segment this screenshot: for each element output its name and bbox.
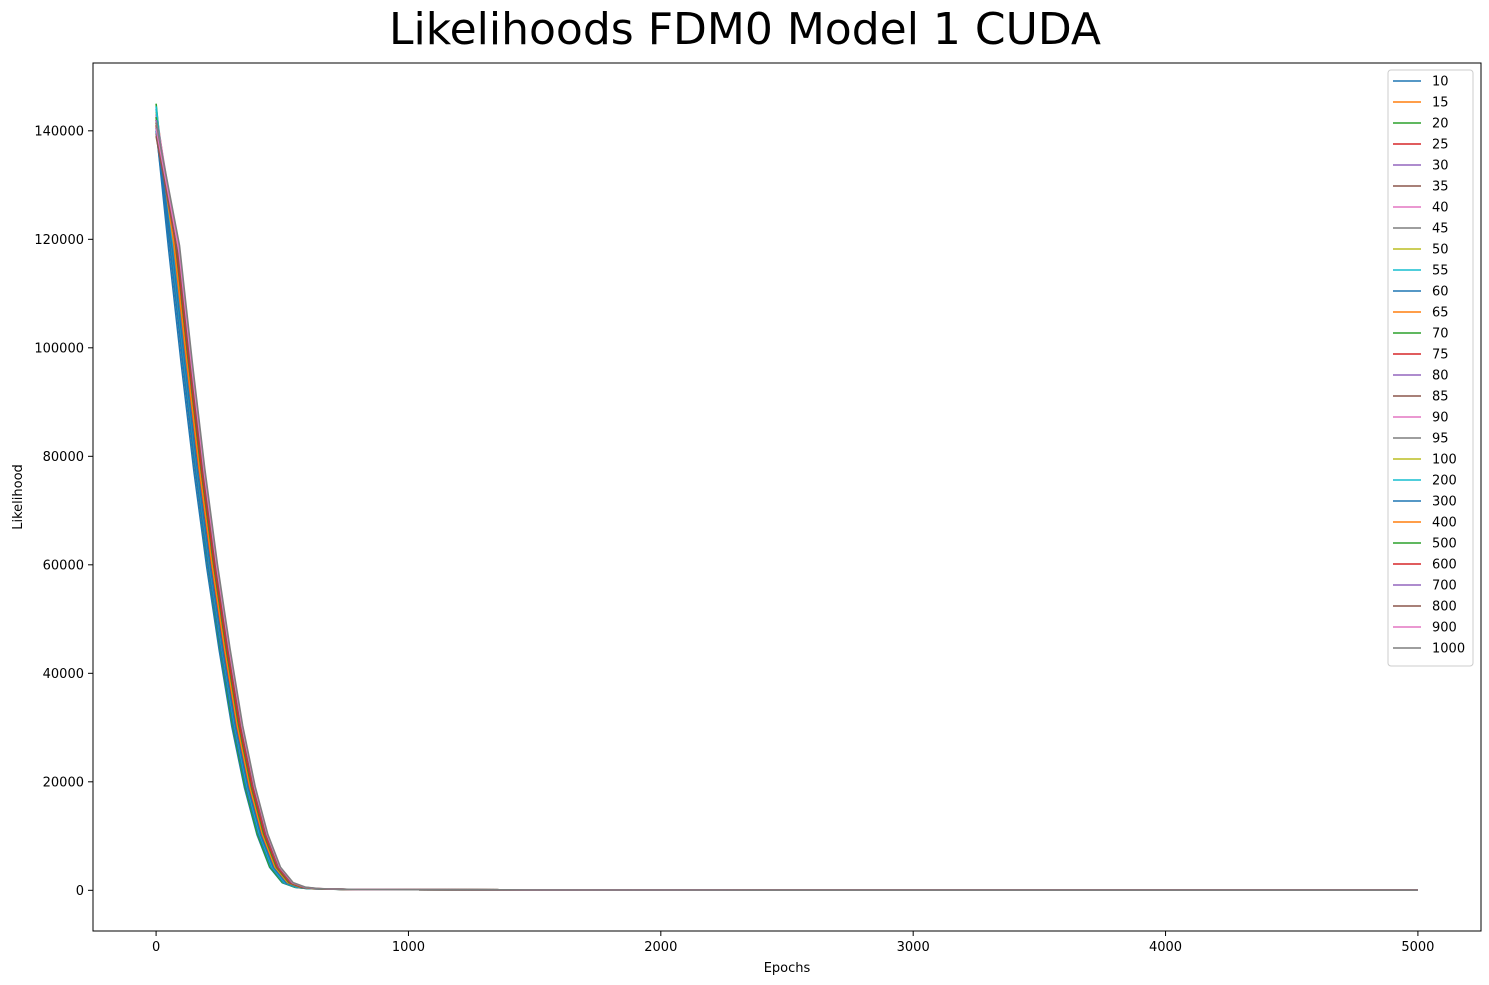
y-axis-label: Likelihood xyxy=(11,464,26,530)
legend-label: 200 xyxy=(1432,474,1457,489)
series-line-100 xyxy=(155,119,1418,892)
legend-label: 40 xyxy=(1432,201,1449,216)
series-line-800 xyxy=(155,136,1418,892)
series-line-95 xyxy=(155,125,1418,892)
legend-label: 900 xyxy=(1432,621,1457,636)
series-line-60 xyxy=(155,130,1418,892)
legend-label: 45 xyxy=(1432,222,1449,237)
x-tick-label: 3000 xyxy=(897,940,930,955)
legend-label: 25 xyxy=(1432,138,1449,153)
y-tick-label: 40000 xyxy=(43,667,84,682)
legend-label: 60 xyxy=(1432,285,1449,300)
legend-label: 10 xyxy=(1432,75,1449,90)
y-tick-label: 100000 xyxy=(34,341,84,356)
y-axis: 0 20000 40000 60000 80000 100000 120000 140000 xyxy=(34,124,93,899)
y-tick-label: 120000 xyxy=(34,233,84,248)
legend-box xyxy=(1387,69,1474,667)
series-line-700 xyxy=(155,119,1418,892)
y-tick-label: 0 xyxy=(76,884,84,899)
plot-area xyxy=(155,103,1418,892)
legend-label: 70 xyxy=(1432,327,1449,342)
series-line-30 xyxy=(155,114,1418,892)
series-line-1000 xyxy=(155,122,1418,892)
x-tick-label: 5000 xyxy=(1401,940,1434,955)
series-line-300 xyxy=(155,127,1418,892)
x-tick-label: 4000 xyxy=(1149,940,1182,955)
legend-label: 600 xyxy=(1432,558,1457,573)
series-line-35 xyxy=(155,117,1418,892)
series-line-85 xyxy=(155,133,1418,892)
series-line-25 xyxy=(155,119,1418,892)
series-line-80 xyxy=(155,117,1418,892)
legend-label: 400 xyxy=(1432,516,1457,531)
legend-label: 55 xyxy=(1432,264,1449,279)
series-line-200 xyxy=(155,109,1418,892)
series-line-50 xyxy=(155,111,1418,892)
x-tick-label: 2000 xyxy=(644,940,677,955)
legend: 10 15 20 25 30 35 40 45 50 55 60 65 70 75 80 85 90 95 100 2… xyxy=(1387,69,1474,667)
y-tick-label: 60000 xyxy=(43,558,84,573)
plot-frame xyxy=(92,62,1482,932)
legend-label: 800 xyxy=(1432,600,1457,615)
legend-label: 700 xyxy=(1432,579,1457,594)
y-tick-label: 140000 xyxy=(34,124,84,139)
legend-label: 75 xyxy=(1432,348,1449,363)
x-tick-label: 1000 xyxy=(392,940,425,955)
series-line-65 xyxy=(155,119,1418,892)
x-axis: 0 1000 2000 3000 4000 5000 xyxy=(152,931,1434,955)
legend-label: 80 xyxy=(1432,369,1449,384)
series-line-70 xyxy=(155,114,1418,892)
series-line-10 xyxy=(155,128,1418,892)
legend-label: 30 xyxy=(1432,159,1449,174)
series-line-40 xyxy=(155,108,1418,892)
legend-label: 95 xyxy=(1432,432,1449,447)
legend-label: 85 xyxy=(1432,390,1449,405)
series-line-75 xyxy=(155,122,1418,892)
legend-label: 300 xyxy=(1432,495,1457,510)
series-line-90 xyxy=(155,114,1418,892)
series-line-500 xyxy=(155,117,1418,892)
series-line-20 xyxy=(155,103,1418,892)
legend-label: 500 xyxy=(1432,537,1457,552)
legend-label: 35 xyxy=(1432,180,1449,195)
series-line-45 xyxy=(155,125,1418,892)
y-tick-label: 80000 xyxy=(43,450,84,465)
legend-label: 20 xyxy=(1432,117,1449,132)
x-axis-label: Epochs xyxy=(764,961,811,976)
x-tick-label: 0 xyxy=(152,940,160,955)
legend-label: 50 xyxy=(1432,243,1449,258)
chart-title: Likelihoods FDM0 Model 1 CUDA xyxy=(389,4,1101,55)
series-line-600 xyxy=(155,125,1418,892)
legend-label: 90 xyxy=(1432,411,1449,426)
series-line-15 xyxy=(155,122,1418,892)
legend-label: 1000 xyxy=(1432,642,1465,657)
series-line-900 xyxy=(155,127,1418,892)
series-line-55 xyxy=(155,106,1418,892)
legend-label: 100 xyxy=(1432,453,1457,468)
legend-label: 65 xyxy=(1432,306,1449,321)
series-line-400 xyxy=(155,122,1418,892)
y-tick-label: 20000 xyxy=(43,775,84,790)
legend-label: 15 xyxy=(1432,96,1449,111)
